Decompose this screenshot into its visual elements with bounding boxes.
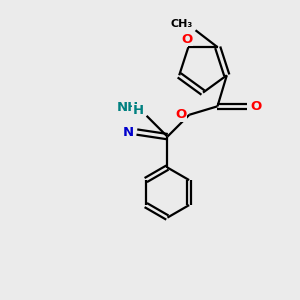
Text: NH₂: NH₂ [117,101,145,114]
Text: N: N [123,125,134,139]
Text: H: H [133,104,144,117]
Text: O: O [181,33,192,46]
Text: O: O [175,108,186,121]
Text: CH₃: CH₃ [170,19,193,29]
Text: O: O [250,100,262,113]
